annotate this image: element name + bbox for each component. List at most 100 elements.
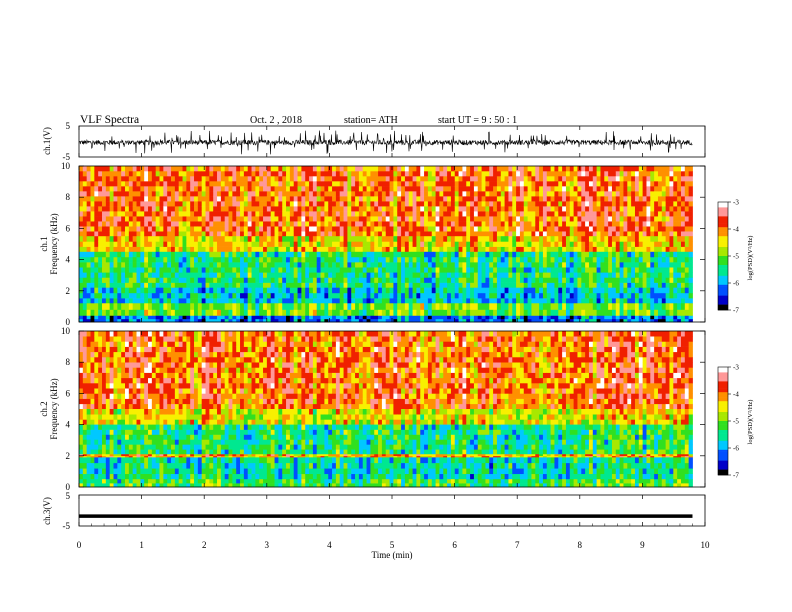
spectrogram-cell bbox=[677, 303, 682, 310]
spectrogram-cell bbox=[224, 241, 229, 247]
spectrogram-cell bbox=[151, 251, 157, 258]
spectrogram-cell bbox=[412, 171, 417, 177]
spectrogram-cell bbox=[680, 221, 686, 227]
spectrogram-cell bbox=[163, 176, 168, 182]
spectrogram-cell bbox=[516, 176, 521, 182]
spectrogram-cell bbox=[224, 272, 229, 278]
spectrogram-cell bbox=[82, 318, 88, 323]
spectrogram-cell bbox=[217, 272, 222, 278]
spectrogram-cell bbox=[358, 211, 364, 217]
spectrogram-cell bbox=[82, 191, 88, 197]
spectrogram-cell bbox=[358, 236, 364, 242]
spectrogram-cell bbox=[569, 211, 575, 217]
spectrogram-cell bbox=[370, 262, 375, 268]
spectrogram-cell bbox=[182, 282, 187, 288]
spectrogram-cell bbox=[577, 292, 582, 299]
spectrogram-cell bbox=[443, 251, 448, 258]
spectrogram-cell bbox=[301, 231, 306, 237]
spectrogram-cell bbox=[263, 166, 268, 172]
spectrogram-cell bbox=[665, 176, 670, 182]
spectrogram-cell bbox=[638, 241, 644, 247]
spectrogram-cell bbox=[251, 267, 256, 273]
spectrogram-cell bbox=[424, 211, 429, 217]
spectrogram-cell bbox=[592, 246, 598, 253]
spectrogram-cell bbox=[155, 241, 160, 247]
spectrogram-cell bbox=[447, 241, 452, 247]
spectrogram-cell bbox=[493, 277, 498, 283]
spectrogram-cell bbox=[623, 221, 628, 227]
spectrogram-cell bbox=[94, 298, 99, 304]
spectrogram-cell bbox=[389, 226, 394, 232]
spectrogram-cell bbox=[125, 251, 130, 258]
spectrogram-cell bbox=[128, 272, 134, 278]
spectrogram-cell bbox=[381, 221, 387, 227]
spectrogram-cell bbox=[546, 186, 552, 192]
spectrogram-cell bbox=[144, 256, 149, 263]
spectrogram-cell bbox=[358, 221, 364, 227]
spectrogram-cell bbox=[351, 221, 356, 227]
spectrogram-cell bbox=[109, 211, 114, 217]
spectrogram-cell bbox=[201, 309, 206, 317]
spectrogram-cell bbox=[562, 186, 567, 192]
spectrogram-cell bbox=[82, 216, 88, 222]
spectrogram-cell bbox=[144, 196, 149, 202]
spectrogram-cell bbox=[569, 171, 575, 177]
spectrogram-cell bbox=[297, 196, 302, 202]
spectrogram-cell bbox=[489, 256, 494, 263]
spectrogram-cell bbox=[562, 216, 567, 222]
spectrogram-cell bbox=[255, 303, 260, 310]
spectrogram-cell bbox=[393, 236, 398, 242]
spectrogram-cell bbox=[431, 256, 436, 263]
spectrogram-cell bbox=[355, 272, 360, 278]
spectrogram-cell bbox=[447, 277, 452, 283]
spectrogram-cell bbox=[588, 201, 594, 207]
spectrogram-cell bbox=[335, 303, 341, 310]
spectrogram-cell bbox=[282, 241, 287, 247]
spectrogram-cell bbox=[654, 262, 659, 268]
spectrogram-cell bbox=[328, 186, 333, 192]
spectrogram-cell bbox=[519, 256, 525, 263]
spectrogram-cell bbox=[443, 272, 448, 278]
spectrogram-cell bbox=[282, 211, 287, 217]
spectrogram-cell bbox=[404, 236, 410, 242]
spectrogram-cell bbox=[508, 315, 513, 320]
spectrogram-cell bbox=[615, 315, 621, 320]
spectrogram-cell bbox=[688, 191, 693, 197]
spectrogram-cell bbox=[454, 277, 459, 283]
spectrogram-cell bbox=[140, 191, 145, 197]
spectrogram-cell bbox=[539, 298, 544, 304]
spectrogram-cell bbox=[209, 246, 214, 253]
spectrogram-cell bbox=[82, 231, 88, 237]
spectrogram-cell bbox=[381, 318, 387, 323]
spectrogram-cell bbox=[270, 251, 275, 258]
spectrogram-cell bbox=[362, 221, 367, 227]
spectrogram-cell bbox=[500, 166, 505, 172]
spectrogram-cell bbox=[98, 191, 103, 197]
spectrogram-cell bbox=[113, 282, 118, 288]
spectrogram-cell bbox=[600, 221, 605, 227]
spectrogram-cell bbox=[550, 186, 555, 192]
spectrogram-cell bbox=[151, 267, 157, 273]
spectrogram-cell bbox=[128, 318, 134, 323]
spectrogram-cell bbox=[236, 241, 241, 247]
spectrogram-cell bbox=[439, 221, 444, 227]
spectrogram-cell bbox=[638, 206, 644, 212]
spectrogram-cell bbox=[401, 272, 406, 278]
spectrogram-cell bbox=[228, 211, 233, 217]
spectrogram-cell bbox=[251, 272, 256, 278]
spectrogram-cell bbox=[427, 262, 433, 268]
spectrogram-cell bbox=[473, 246, 479, 253]
spectrogram-cell bbox=[82, 241, 88, 247]
spectrogram-cell bbox=[677, 256, 682, 263]
spectrogram-cell bbox=[466, 315, 471, 320]
spectrogram-cell bbox=[462, 277, 467, 283]
spectrogram-cell bbox=[677, 315, 682, 320]
spectrogram-cell bbox=[117, 196, 122, 202]
spectrogram-cell bbox=[665, 166, 670, 172]
spectrogram-cell bbox=[680, 292, 686, 299]
spectrogram-cell bbox=[527, 309, 532, 317]
spectrogram-cell bbox=[370, 186, 375, 192]
spectrogram-cell bbox=[201, 298, 206, 304]
spectrogram-cell bbox=[527, 191, 532, 197]
spectrogram-cell bbox=[496, 216, 502, 222]
